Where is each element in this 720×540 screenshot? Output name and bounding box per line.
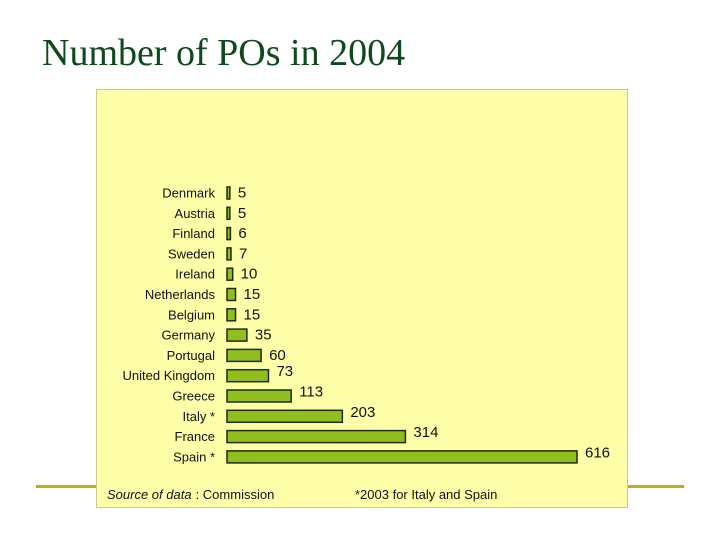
category-label: Netherlands [145, 287, 216, 302]
data-label: 5 [238, 185, 246, 202]
data-label: 616 [585, 444, 610, 461]
bar-chart: Denmark 5 Austria 5 Finland 6 Sweden 7 Ireland 10… [123, 185, 611, 465]
category-label: Sweden [168, 246, 215, 261]
source-label: Source of data [107, 487, 192, 502]
data-label: 15 [244, 286, 261, 303]
data-label: 73 [276, 363, 293, 380]
data-label: 314 [413, 424, 438, 441]
bar [226, 348, 262, 363]
category-label: Denmark [162, 186, 215, 201]
data-label: 7 [239, 245, 247, 262]
category-label: Spain * [173, 449, 215, 464]
category-label: Italy * [182, 409, 215, 424]
bar [226, 287, 237, 302]
category-label: Ireland [175, 267, 215, 282]
bar [226, 328, 248, 342]
bar [226, 247, 232, 261]
data-label: 15 [244, 306, 261, 323]
data-label: 6 [238, 225, 246, 242]
bar [226, 267, 234, 281]
data-label: 10 [241, 266, 258, 283]
footnote: *2003 for Italy and Spain [355, 487, 498, 502]
source-value: : Commission [195, 487, 275, 502]
data-label: 203 [350, 404, 375, 421]
data-label: 113 [299, 384, 323, 401]
data-label: 35 [255, 327, 272, 344]
bar [226, 308, 237, 322]
bar [226, 389, 292, 403]
bar [226, 368, 270, 383]
category-label: Finland [172, 226, 215, 241]
bar [226, 409, 344, 424]
data-label: 5 [238, 205, 246, 222]
bar [226, 450, 578, 464]
decorative-rule-right [628, 485, 684, 488]
bar [226, 429, 407, 444]
data-label: 60 [269, 347, 286, 364]
category-label: United Kingdom [123, 368, 216, 383]
category-label: Greece [172, 389, 215, 404]
bar [226, 206, 231, 221]
category-label: Austria [175, 206, 216, 221]
bar [226, 186, 231, 200]
category-label: Germany [162, 328, 216, 343]
category-label: Belgium [168, 307, 215, 322]
bar [226, 226, 232, 241]
chart-panel: Denmark 5 Austria 5 Finland 6 Sweden 7 Ireland 10… [96, 89, 628, 508]
decorative-rule-left [36, 485, 98, 488]
page-title: Number of POs in 2004 [42, 32, 406, 74]
source-note: Source of data: Commission [107, 487, 274, 502]
category-label: Portugal [167, 348, 216, 363]
category-label: France [175, 429, 215, 444]
